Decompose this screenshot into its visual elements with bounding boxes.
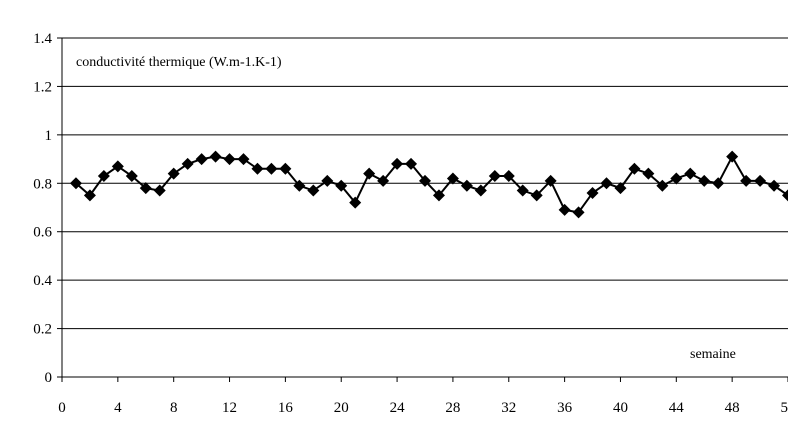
data-point bbox=[642, 167, 655, 180]
data-point bbox=[460, 179, 473, 192]
data-point bbox=[335, 179, 348, 192]
x-tick-label: 0 bbox=[58, 400, 66, 416]
data-point bbox=[139, 182, 152, 195]
data-markers bbox=[69, 150, 788, 219]
data-point bbox=[307, 184, 320, 197]
data-point bbox=[768, 179, 781, 192]
data-point bbox=[321, 174, 334, 187]
data-point bbox=[391, 157, 404, 170]
data-point bbox=[572, 206, 585, 219]
data-point bbox=[754, 174, 767, 187]
data-point bbox=[181, 157, 194, 170]
data-point bbox=[419, 174, 431, 187]
data-point bbox=[195, 153, 208, 166]
data-point bbox=[377, 174, 390, 187]
data-point bbox=[628, 162, 641, 175]
series-line bbox=[75, 154, 788, 214]
data-point bbox=[209, 150, 222, 163]
data-point bbox=[740, 174, 753, 187]
data-point bbox=[293, 179, 306, 192]
data-point bbox=[97, 170, 110, 183]
x-tick-label: 44 bbox=[669, 400, 685, 416]
data-point bbox=[670, 172, 683, 185]
x-tick-label: 48 bbox=[725, 400, 740, 416]
x-tick-labels: 0481216202428323640444852 bbox=[58, 377, 788, 416]
y-tick-label: 1.2 bbox=[33, 79, 52, 95]
data-point bbox=[712, 177, 725, 190]
data-point bbox=[530, 189, 543, 202]
data-point bbox=[474, 184, 487, 197]
data-point bbox=[684, 167, 697, 180]
data-point bbox=[432, 189, 445, 202]
data-point bbox=[125, 170, 138, 183]
data-point bbox=[516, 184, 529, 197]
data-point bbox=[279, 162, 292, 175]
data-point bbox=[544, 174, 557, 187]
data-point bbox=[251, 162, 264, 175]
x-tick-label: 12 bbox=[222, 400, 237, 416]
data-point bbox=[600, 177, 613, 190]
y-tick-labels: 0 0.2 0.4 0.6 0.8 1 1.2 1.4 bbox=[33, 31, 62, 386]
y-tick-label: 1 bbox=[45, 128, 53, 144]
y-tick-label: 0.8 bbox=[33, 176, 52, 192]
data-point bbox=[698, 174, 711, 187]
data-point bbox=[265, 162, 278, 175]
y-tick-label: 0.6 bbox=[33, 225, 52, 241]
x-tick-label: 16 bbox=[278, 400, 294, 416]
y-tick-label: 0.4 bbox=[33, 273, 52, 289]
y-tick-label: 0.2 bbox=[33, 322, 52, 338]
data-point bbox=[502, 170, 515, 183]
data-point bbox=[237, 153, 250, 166]
data-point bbox=[558, 203, 571, 216]
data-point bbox=[488, 170, 501, 183]
data-point bbox=[153, 184, 166, 197]
data-point bbox=[111, 160, 124, 173]
x-tick-label: 40 bbox=[613, 400, 628, 416]
data-point bbox=[656, 179, 669, 192]
x-tick-label: 28 bbox=[445, 400, 460, 416]
y-axis-label: conductivité thermique (W.m-1.K-1) bbox=[76, 55, 282, 70]
x-tick-label: 24 bbox=[390, 400, 406, 416]
data-point bbox=[405, 157, 418, 170]
data-point bbox=[363, 167, 376, 180]
data-point bbox=[586, 186, 599, 199]
x-tick-label: 32 bbox=[501, 400, 516, 416]
x-axis-label: semaine bbox=[690, 347, 736, 362]
data-point bbox=[446, 172, 459, 185]
data-point bbox=[69, 177, 82, 190]
x-tick-label: 8 bbox=[170, 400, 178, 416]
x-tick-label: 52 bbox=[781, 400, 788, 416]
data-point bbox=[83, 189, 96, 202]
data-point bbox=[167, 167, 180, 180]
data-point bbox=[726, 150, 739, 163]
y-tick-label: 0 bbox=[45, 370, 53, 386]
x-tick-label: 20 bbox=[334, 400, 349, 416]
data-point bbox=[614, 182, 627, 195]
y-tick-label: 1.4 bbox=[33, 31, 52, 47]
x-tick-label: 36 bbox=[557, 400, 573, 416]
data-point bbox=[223, 153, 236, 166]
data-point bbox=[349, 196, 362, 209]
grid-lines bbox=[62, 37, 788, 330]
data-point bbox=[782, 189, 788, 202]
x-tick-label: 4 bbox=[114, 400, 122, 416]
